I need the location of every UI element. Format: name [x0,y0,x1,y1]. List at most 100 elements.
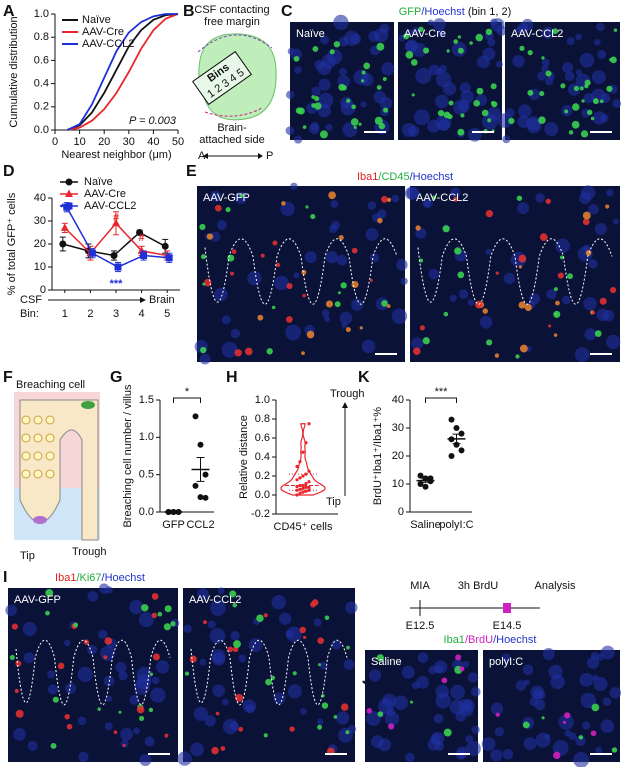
nucleus [271,594,286,610]
nucleus [529,293,541,305]
nucleus [537,71,547,81]
nucleus [368,669,382,682]
stain-part: Iba1 [55,572,76,584]
nucleus [367,201,377,210]
nucleus [190,742,204,757]
cell [591,703,600,712]
nucleus [602,697,612,707]
cell [432,195,437,200]
cell [318,663,322,667]
cell [522,721,530,729]
arrowhead [140,297,146,303]
cell [214,204,222,212]
nucleus [502,748,514,760]
nucleus [544,733,551,740]
cell [568,130,574,135]
nucleus [210,600,226,616]
x-tick-label: 0 [52,136,58,148]
diagram-label: Tip [20,550,35,562]
cell [351,104,357,110]
cell [303,635,307,639]
nucleus [23,652,35,664]
nucleus [532,689,543,700]
cell [340,282,347,289]
cell [340,703,349,711]
cell [423,47,430,54]
nucleus [340,100,356,116]
cell [45,415,55,425]
nucleus [588,259,598,269]
nucleus [600,719,615,734]
nucleus [221,698,229,706]
cell [184,671,190,676]
data-point [88,249,96,257]
data-point [114,263,122,271]
nucleus [391,308,408,324]
nucleus [351,298,364,312]
cell [311,599,319,606]
nucleus [612,99,622,109]
cell [567,273,574,280]
y-tick-label: 0.6 [34,54,49,66]
cell [97,707,101,711]
cell [302,125,307,129]
cell [610,56,617,64]
nucleus [460,90,474,104]
cell [299,626,307,634]
bin-number: 1 [205,87,217,100]
nucleus [344,30,360,46]
cell [572,103,580,111]
x-axis-label: Nearest neighbor (μm) [61,149,171,161]
y-tick-label: 1.0 [139,431,154,443]
cell [256,614,264,622]
cell [382,77,387,81]
cell [73,622,79,628]
cell [136,705,145,714]
nucleus [586,656,600,669]
y-axis-label: Relative distance [238,415,250,499]
cell [564,109,569,114]
data-point [304,489,308,493]
direction-label: Brain [149,294,175,306]
cell [345,730,350,735]
villus-outline [417,238,613,305]
y-axis-label: % of total GFP⁺ cells [6,192,18,295]
nucleus [285,324,302,341]
data-point [301,486,305,490]
annotation: * [185,386,190,398]
nucleus [13,728,26,741]
nucleus [584,328,597,341]
nucleus [546,289,557,300]
cell [234,349,242,357]
nucleus [325,123,333,132]
x-tick-label: 1 [62,308,68,320]
cell [272,240,278,246]
nucleus [391,194,400,203]
cell [494,353,500,358]
nucleus [290,182,298,190]
micrograph [197,186,405,362]
cell [555,300,560,306]
data-point [307,488,311,492]
nucleus [300,708,307,715]
y-tick-label: 20 [34,238,46,250]
nucleus [512,55,525,68]
nucleus [485,248,492,255]
nucleus [544,122,559,137]
nucleus [435,94,449,109]
nucleus [286,90,295,99]
cell [324,615,330,620]
cell [473,99,480,107]
nucleus [248,638,263,652]
nucleus [293,272,300,279]
nucleus [406,186,420,200]
cell [33,469,43,479]
image-label: AAV-CCL2 [416,192,468,204]
nucleus [330,200,339,208]
nucleus [27,740,38,751]
nucleus [287,684,302,699]
cell [541,56,545,60]
nucleus [204,715,216,727]
annotation: P = 0.003 [129,115,177,127]
significance-bracket [425,397,457,403]
